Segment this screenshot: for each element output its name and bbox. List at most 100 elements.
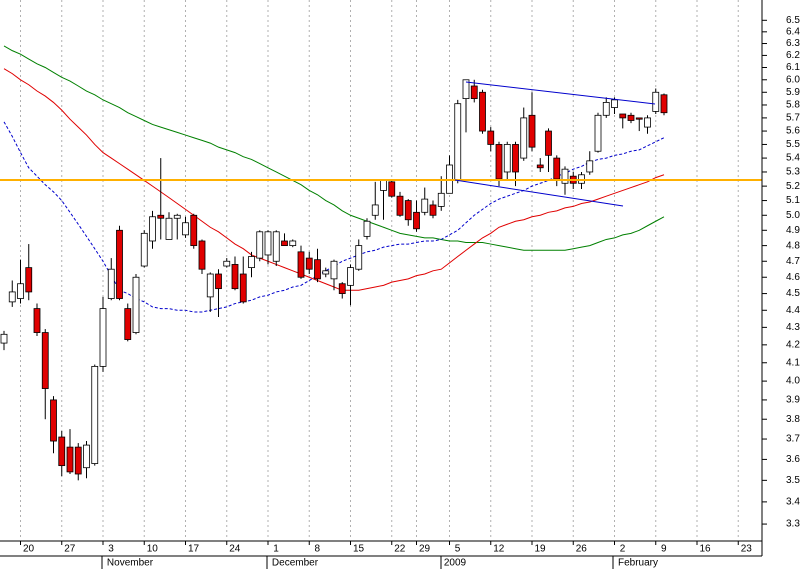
x-tick-label: 5 xyxy=(455,544,461,555)
y-tick-label: 5.2 xyxy=(786,181,800,192)
x-tick-label: 27 xyxy=(64,544,76,555)
candle-body xyxy=(58,436,66,467)
y-tick-label: 6.3 xyxy=(786,38,800,49)
candle-body xyxy=(256,231,264,259)
x-tick-label: 19 xyxy=(534,544,546,555)
moving-average-line xyxy=(3,45,665,251)
candle-body xyxy=(652,91,660,112)
candle-body xyxy=(231,264,239,290)
y-tick-label: 4.9 xyxy=(786,225,800,236)
month-label: 2009 xyxy=(444,558,467,569)
y-tick-label: 5.4 xyxy=(786,153,800,164)
candle-body xyxy=(182,222,189,236)
x-tick-label: 9 xyxy=(661,544,667,555)
candle-body xyxy=(91,365,99,464)
candle-body xyxy=(314,259,321,280)
y-tick-label: 3.3 xyxy=(786,519,800,530)
y-tick-label: 4.4 xyxy=(786,305,800,316)
candle-body xyxy=(132,276,140,333)
overlay xyxy=(0,0,763,569)
candle-body xyxy=(66,446,74,473)
candle-body xyxy=(660,94,668,114)
x-tick-label: 15 xyxy=(353,544,365,555)
x-tick-label: 29 xyxy=(419,544,431,555)
month-label: December xyxy=(272,558,319,569)
candle-body xyxy=(495,144,503,180)
candle-body xyxy=(157,214,165,219)
candle-body xyxy=(305,257,313,270)
candle-body xyxy=(437,192,445,207)
candle-body xyxy=(215,273,222,290)
y-tick-label: 4.6 xyxy=(786,272,800,283)
candle-body xyxy=(611,99,618,108)
candle-body xyxy=(50,399,57,442)
y-tick-label: 5.6 xyxy=(786,126,800,137)
y-tick-label: 5.9 xyxy=(786,87,800,98)
x-tick-label: 20 xyxy=(23,544,35,555)
x-tick-label: 22 xyxy=(394,544,406,555)
candle-body xyxy=(536,164,544,169)
y-tick-label: 4.7 xyxy=(786,256,800,267)
candle-body xyxy=(322,270,330,275)
y-tick-label: 5.0 xyxy=(786,210,800,221)
candle-body xyxy=(347,267,354,286)
x-tick-label: 24 xyxy=(229,544,241,555)
candle-body xyxy=(17,283,24,299)
y-tick-label: 6.2 xyxy=(786,50,800,61)
trend-line xyxy=(465,81,656,105)
candle-body xyxy=(206,273,214,298)
candle-body xyxy=(74,446,82,475)
y-tick-label: 6.4 xyxy=(786,26,800,37)
y-tick-label: 4.8 xyxy=(786,240,800,251)
candle-body xyxy=(41,332,49,389)
y-tick-label: 4.3 xyxy=(786,322,800,333)
x-tick-label: 12 xyxy=(493,544,505,555)
candle-body xyxy=(0,333,8,344)
candle-body xyxy=(413,211,420,230)
candle-body xyxy=(479,91,486,132)
candle-body xyxy=(470,85,478,99)
candle-body xyxy=(272,231,280,262)
x-tick-label: 10 xyxy=(147,544,159,555)
x-tick-label: 3 xyxy=(108,544,114,555)
candle-body xyxy=(330,260,338,280)
candle-body xyxy=(594,114,602,152)
month-label: November xyxy=(107,558,154,569)
candle-body xyxy=(388,181,396,197)
candle-body xyxy=(99,308,107,367)
y-tick-label: 4.5 xyxy=(786,288,800,299)
candle-body xyxy=(198,240,206,270)
candle-body xyxy=(297,251,305,278)
y-tick-label: 3.4 xyxy=(786,497,800,508)
candle-body xyxy=(462,79,470,99)
candle-body xyxy=(223,260,231,267)
candle-body xyxy=(264,231,272,256)
y-tick-label: 3.7 xyxy=(786,434,800,445)
x-tick-label: 8 xyxy=(314,544,320,555)
trend-line xyxy=(454,179,624,207)
candle-body xyxy=(487,130,495,145)
candle-body xyxy=(190,214,198,247)
candle-body xyxy=(338,283,346,294)
candle-body xyxy=(371,204,379,216)
y-tick-label: 5.1 xyxy=(786,195,800,206)
candle-body xyxy=(116,229,123,299)
candle-body xyxy=(83,444,90,469)
y-tick-label: 5.5 xyxy=(786,139,800,150)
y-tick-label: 5.3 xyxy=(786,167,800,178)
x-tick-label: 1 xyxy=(273,544,279,555)
x-tick-label: 26 xyxy=(576,544,588,555)
candle-body xyxy=(404,200,412,221)
candle-body xyxy=(380,180,387,191)
candle-body xyxy=(635,117,643,120)
y-tick-label: 4.2 xyxy=(786,339,800,350)
y-tick-label: 6.1 xyxy=(786,62,800,73)
candle-body xyxy=(289,240,297,247)
candle-body xyxy=(124,308,132,340)
y-tick-label: 6.0 xyxy=(786,74,800,85)
x-tick-label: 2 xyxy=(620,544,626,555)
candle-body xyxy=(553,157,561,180)
y-tick-label: 6.5 xyxy=(786,15,800,26)
candle-body xyxy=(149,216,156,242)
